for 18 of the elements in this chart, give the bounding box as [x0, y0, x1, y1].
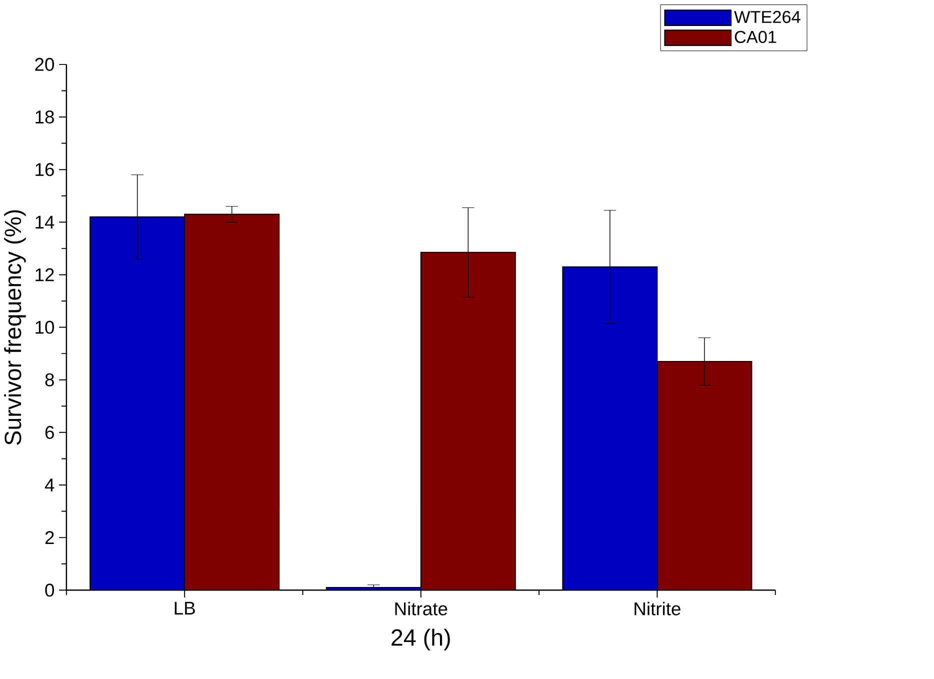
- y-axis-title: Survivor frequency (%): [4, 210, 26, 445]
- y-tick-label: 20: [35, 58, 54, 71]
- y-tick-label: 16: [36, 162, 54, 176]
- y-tick-label: 0: [45, 583, 54, 596]
- y-tick-label: 12: [36, 268, 54, 281]
- legend-label: WTE264: [734, 10, 800, 23]
- y-tick-label: 2: [45, 530, 54, 544]
- x-tick-label: Nitrate: [395, 602, 448, 616]
- y-tick-label: 18: [36, 110, 54, 124]
- y-tick-label: 10: [36, 320, 54, 334]
- x-tick-label: Nitrite: [634, 602, 680, 616]
- x-axis-title: 24 (h): [392, 628, 450, 650]
- y-tick-label: 6: [45, 426, 54, 439]
- y-tick-label: 14: [36, 216, 54, 228]
- legend-label: CA01: [734, 30, 776, 43]
- x-tick-label: LB: [174, 602, 195, 614]
- y-tick-label: 8: [45, 373, 54, 386]
- y-tick-label: 4: [44, 478, 54, 492]
